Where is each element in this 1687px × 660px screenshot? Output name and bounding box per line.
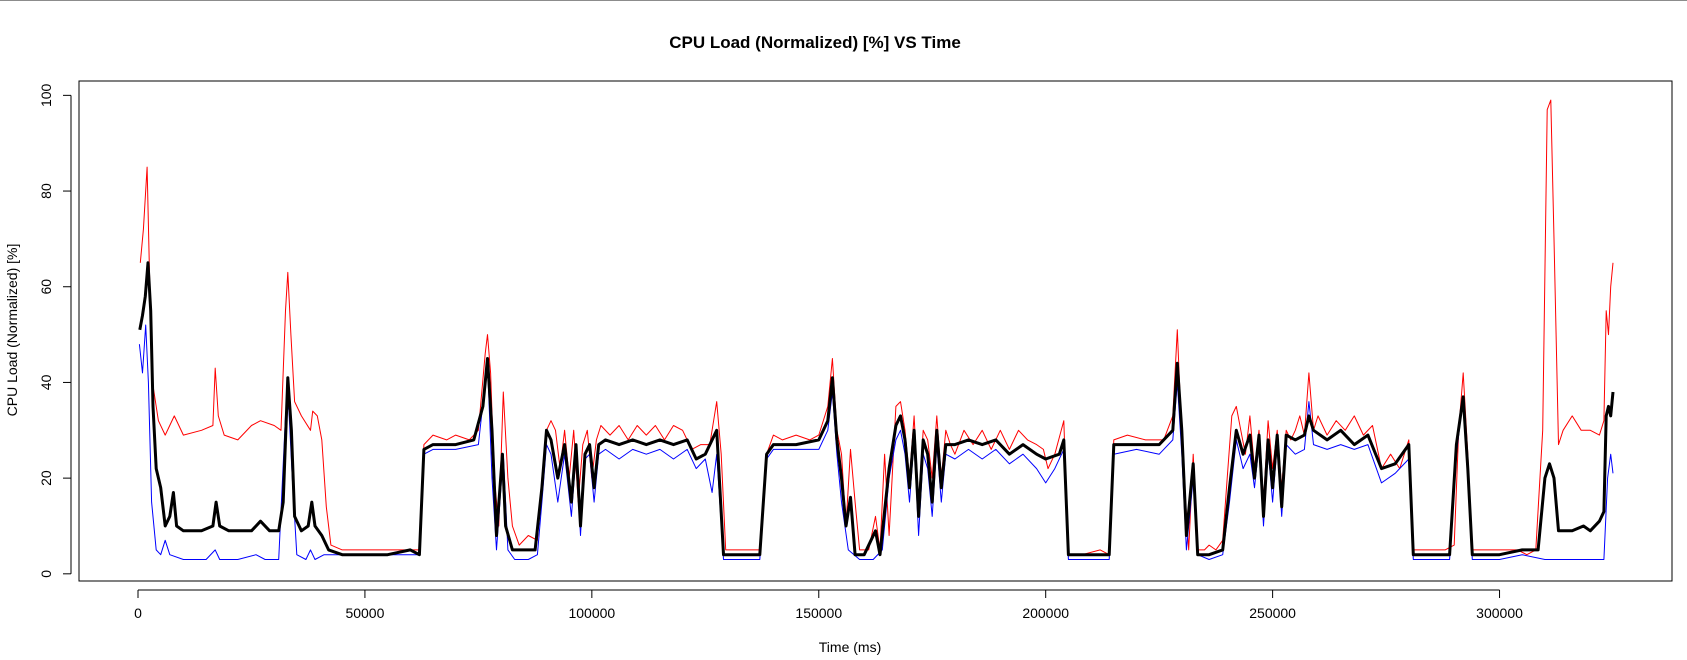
y-tick-label: 0 <box>38 570 54 578</box>
y-tick-label: 40 <box>38 374 54 390</box>
x-axis: 0 50000 100000 150000 200000 250000 300000 <box>134 589 1523 621</box>
y-axis-label: CPU Load (Normalized) [%] <box>4 244 20 417</box>
plot-area-frame <box>78 80 1673 582</box>
top-border-line <box>0 0 1687 1</box>
y-axis: 0 20 40 60 80 100 <box>38 83 72 578</box>
x-tick-label: 200000 <box>1022 605 1069 621</box>
x-tick-label: 100000 <box>568 605 615 621</box>
y-tick-label: 100 <box>38 83 54 107</box>
x-tick-label: 0 <box>134 605 142 621</box>
x-tick-label: 300000 <box>1476 605 1523 621</box>
series-layer <box>138 99 1615 560</box>
x-tick-label: 250000 <box>1249 605 1296 621</box>
x-tick-label: 50000 <box>345 605 384 621</box>
y-tick-label: 80 <box>38 183 54 199</box>
series-line-2 <box>138 261 1615 557</box>
series-line-0 <box>139 99 1614 556</box>
y-tick-label: 20 <box>38 470 54 486</box>
y-tick-label: 60 <box>38 279 54 295</box>
chart-title: CPU Load (Normalized) [%] VS Time <box>669 33 961 52</box>
x-axis-label: Time (ms) <box>819 639 881 655</box>
x-tick-label: 150000 <box>795 605 842 621</box>
